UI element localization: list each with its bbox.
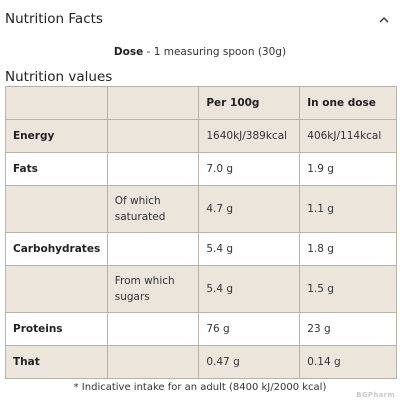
row-dose: 406kJ/114kcal <box>299 119 397 153</box>
row-dose: 23 g <box>299 312 397 346</box>
row-name <box>5 185 108 233</box>
table-row: Fats 7.0 g 1.9 g <box>5 152 397 186</box>
row-per100: 5.4 g <box>198 265 301 313</box>
row-per100: 1640kJ/389kcal <box>198 119 301 153</box>
row-sub: Of which saturated <box>106 185 200 233</box>
row-name: Energy <box>5 119 108 153</box>
row-sub <box>106 119 200 153</box>
dose-label: Dose <box>113 46 144 58</box>
row-name: Fats <box>5 152 108 186</box>
row-sub: From which sugars <box>106 265 200 313</box>
header-cell-per100: Per 100g <box>198 86 301 120</box>
row-name: Proteins <box>5 312 108 346</box>
row-name: That <box>5 345 108 379</box>
table-row: From which sugars 5.4 g 1.5 g <box>5 265 397 313</box>
row-sub <box>106 152 200 186</box>
nutrition-table: Per 100g In one dose Energy 1640kJ/389kc… <box>5 86 397 379</box>
row-dose: 1.1 g <box>299 185 397 233</box>
table-row: Proteins 76 g 23 g <box>5 312 397 346</box>
dose-info: Dose - 1 measuring spoon (30g) <box>0 46 400 58</box>
table-row: Energy 1640kJ/389kcal 406kJ/114kcal <box>5 119 397 153</box>
watermark-logo: BGPharm <box>356 391 395 399</box>
nutrition-facts-header[interactable]: Nutrition Facts <box>0 0 400 38</box>
row-per100: 0.47 g <box>198 345 301 379</box>
header-cell-sub <box>106 86 200 120</box>
row-sub <box>106 345 200 379</box>
row-sub <box>106 232 200 266</box>
row-per100: 5.4 g <box>198 232 301 266</box>
row-dose: 1.5 g <box>299 265 397 313</box>
row-dose: 1.8 g <box>299 232 397 266</box>
section-heading: Nutrition Facts <box>5 11 103 27</box>
table-row: That 0.47 g 0.14 g <box>5 345 397 379</box>
chevron-up-icon[interactable] <box>375 10 393 28</box>
header-cell-name <box>5 86 108 120</box>
row-dose: 1.9 g <box>299 152 397 186</box>
row-name <box>5 265 108 313</box>
intake-footnote: * Indicative intake for an adult (8400 k… <box>73 382 327 393</box>
dose-value: - 1 measuring spoon (30g) <box>146 46 287 58</box>
header-cell-dose: In one dose <box>299 86 397 120</box>
row-per100: 7.0 g <box>198 152 301 186</box>
table-header-row: Per 100g In one dose <box>5 86 397 120</box>
row-sub <box>106 312 200 346</box>
table-row: Of which saturated 4.7 g 1.1 g <box>5 185 397 233</box>
row-per100: 4.7 g <box>198 185 301 233</box>
row-dose: 0.14 g <box>299 345 397 379</box>
nutrition-values-title: Nutrition values <box>5 69 113 85</box>
row-name: Carbohydrates <box>5 232 108 266</box>
row-per100: 76 g <box>198 312 301 346</box>
table-row: Carbohydrates 5.4 g 1.8 g <box>5 232 397 266</box>
